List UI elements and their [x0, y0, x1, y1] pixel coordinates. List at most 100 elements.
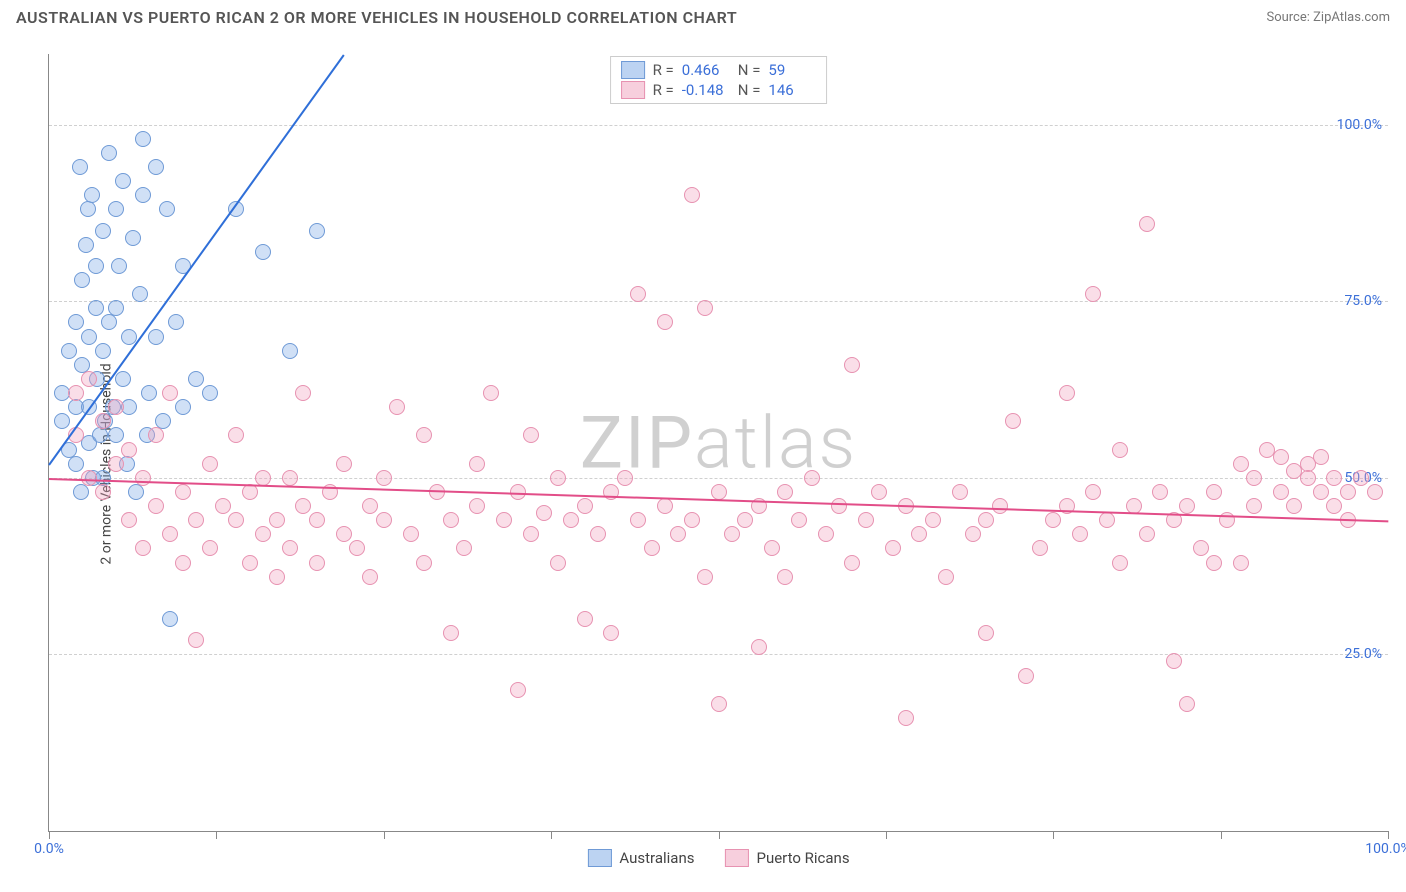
data-point	[1085, 286, 1101, 302]
legend-stats-row-0: R = 0.466 N = 59	[621, 61, 817, 79]
data-point	[416, 427, 432, 443]
legend-bottom-label-1: Puerto Ricans	[756, 849, 849, 867]
data-point	[992, 498, 1008, 514]
watermark-text-thin: atlas	[694, 400, 857, 485]
data-point	[269, 512, 285, 528]
x-tick-label: 0.0%	[34, 841, 64, 857]
data-point	[590, 526, 606, 542]
data-point	[135, 187, 151, 203]
data-point	[630, 286, 646, 302]
x-tick-mark	[49, 831, 50, 839]
data-point	[121, 442, 137, 458]
data-point	[309, 555, 325, 571]
data-point	[108, 456, 124, 472]
data-point	[68, 385, 84, 401]
data-point	[78, 237, 94, 253]
data-point	[336, 456, 352, 472]
data-point	[1072, 526, 1088, 542]
data-point	[81, 470, 97, 486]
data-point	[95, 413, 111, 429]
data-point	[309, 512, 325, 528]
data-point	[95, 484, 111, 500]
y-tick-label: 75.0%	[1344, 293, 1382, 309]
stat-n-label-0: N =	[738, 61, 761, 79]
data-point	[101, 145, 117, 161]
data-point	[978, 625, 994, 641]
data-point	[389, 399, 405, 415]
x-tick-mark	[216, 831, 217, 839]
data-point	[111, 258, 127, 274]
data-point	[483, 385, 499, 401]
data-point	[630, 512, 646, 528]
data-point	[95, 343, 111, 359]
stat-n-label-1: N =	[738, 81, 761, 99]
data-point	[202, 456, 218, 472]
data-point	[577, 498, 593, 514]
data-point	[1206, 555, 1222, 571]
x-tick-label: 100.0%	[1365, 841, 1406, 857]
chart-source: Source: ZipAtlas.com	[1266, 10, 1390, 25]
data-point	[68, 456, 84, 472]
data-point	[1286, 498, 1302, 514]
data-point	[697, 300, 713, 316]
data-point	[724, 526, 740, 542]
chart-header: AUSTRALIAN VS PUERTO RICAN 2 OR MORE VEH…	[0, 0, 1406, 31]
data-point	[844, 357, 860, 373]
data-point	[128, 484, 144, 500]
chart-title: AUSTRALIAN VS PUERTO RICAN 2 OR MORE VEH…	[16, 8, 737, 27]
data-point	[135, 470, 151, 486]
gridline-h	[49, 654, 1388, 655]
data-point	[496, 512, 512, 528]
data-point	[376, 512, 392, 528]
data-point	[1233, 555, 1249, 571]
data-point	[1152, 484, 1168, 500]
data-point	[362, 498, 378, 514]
data-point	[777, 569, 793, 585]
data-point	[1367, 484, 1383, 500]
data-point	[1326, 498, 1342, 514]
data-point	[1032, 540, 1048, 556]
data-point	[1206, 484, 1222, 500]
data-point	[469, 456, 485, 472]
data-point	[175, 484, 191, 500]
x-tick-mark	[886, 831, 887, 839]
data-point	[1112, 555, 1128, 571]
stat-r-value-0: 0.466	[682, 61, 730, 79]
data-point	[1045, 512, 1061, 528]
legend-item-0: Australians	[587, 849, 694, 867]
data-point	[202, 385, 218, 401]
data-point	[81, 329, 97, 345]
data-point	[938, 569, 954, 585]
data-point	[416, 555, 432, 571]
data-point	[255, 244, 271, 260]
data-point	[115, 371, 131, 387]
data-point	[523, 427, 539, 443]
data-point	[115, 173, 131, 189]
data-point	[125, 230, 141, 246]
data-point	[1300, 470, 1316, 486]
data-point	[168, 314, 184, 330]
data-point	[135, 540, 151, 556]
data-point	[804, 470, 820, 486]
data-point	[159, 201, 175, 217]
plot-area: ZIPatlas R = 0.466 N = 59 R = -0.148 N =…	[48, 54, 1388, 832]
data-point	[764, 540, 780, 556]
data-point	[228, 427, 244, 443]
data-point	[550, 555, 566, 571]
legend-swatch-1	[621, 81, 645, 99]
chart-container: 2 or more Vehicles in Household ZIPatlas…	[0, 36, 1406, 892]
data-point	[1005, 413, 1021, 429]
data-point	[871, 484, 887, 500]
data-point	[162, 611, 178, 627]
data-point	[135, 131, 151, 147]
data-point	[162, 526, 178, 542]
x-tick-mark	[384, 831, 385, 839]
stat-r-value-1: -0.148	[682, 81, 730, 99]
data-point	[215, 498, 231, 514]
data-point	[469, 498, 485, 514]
gridline-h	[49, 478, 1388, 479]
data-point	[443, 625, 459, 641]
data-point	[68, 314, 84, 330]
data-point	[697, 569, 713, 585]
stat-n-value-1: 146	[768, 81, 816, 99]
